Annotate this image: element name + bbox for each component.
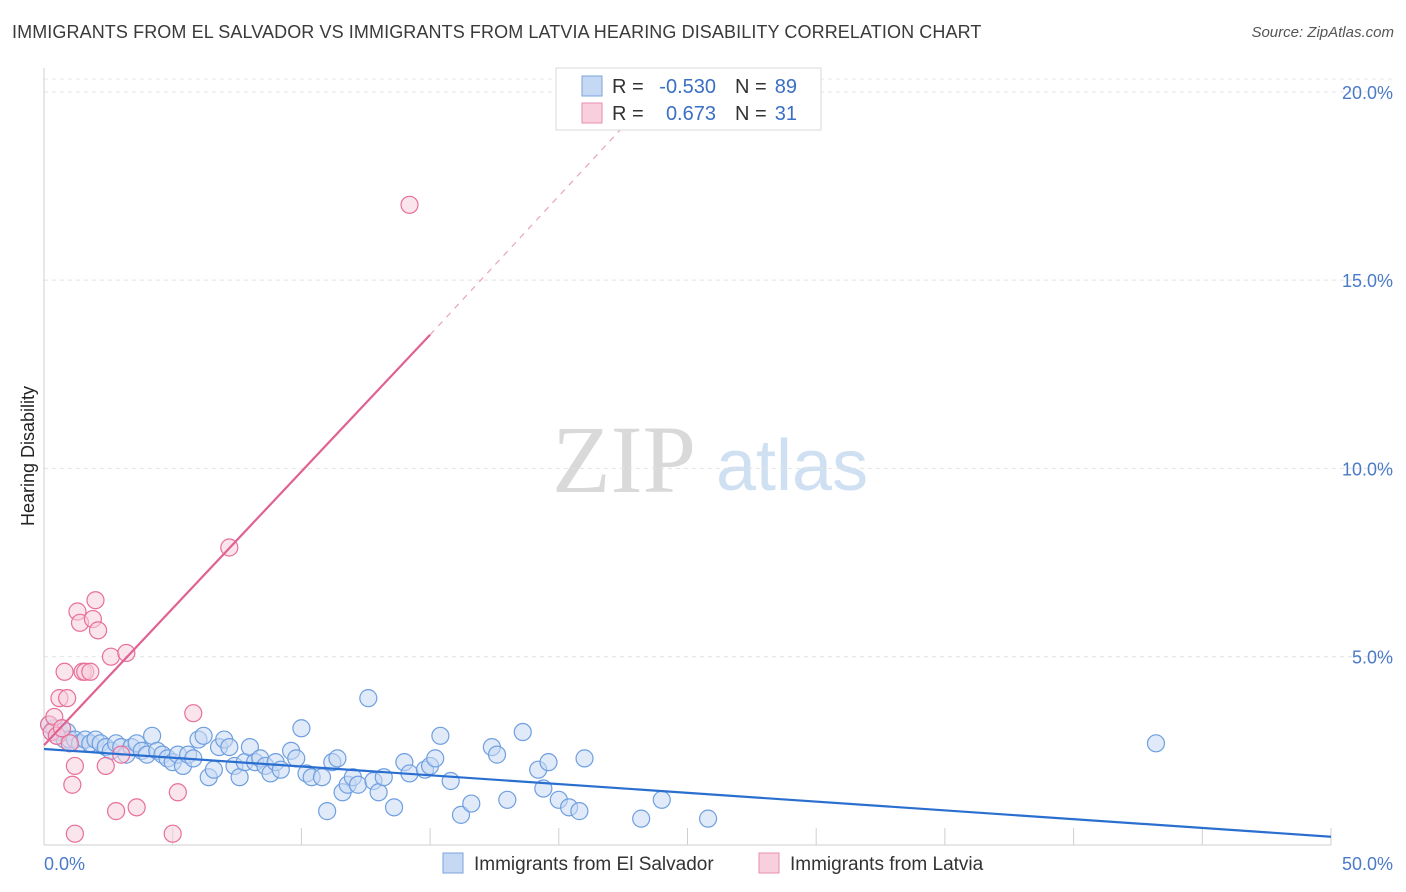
point-latvia [52,719,72,738]
point-el-salvador [632,809,651,828]
point-el-salvador [384,798,404,817]
point-el-salvador [143,726,162,745]
point-el-salvador [287,749,306,768]
point-el-salvador [292,719,311,738]
legend-swatch-pink [581,102,603,124]
watermark-zip: ZIP [552,406,696,513]
series-latvia-points [40,195,419,843]
point-el-salvador [652,790,671,809]
series-legend: Immigrants from El Salvador Immigrants f… [442,852,984,875]
point-latvia [65,756,84,776]
point-el-salvador [204,760,223,779]
series-el-salvador-points [40,689,1166,828]
legend-swatch-blue [581,75,603,97]
point-el-salvador [431,726,450,745]
point-latvia [106,802,126,821]
legend-r-value-blue: -0.530 [659,76,716,98]
bottom-legend-swatch-pink [758,852,780,874]
gridlines [44,78,1392,658]
point-el-salvador [359,689,378,708]
y-tick-label: 10.0% [1342,459,1393,479]
trend-line-el-salvador [43,747,1332,838]
point-latvia [96,756,115,776]
point-el-salvador [312,768,332,787]
point-el-salvador [369,783,388,802]
point-latvia [88,621,108,640]
legend-n-label-pink: N = [735,103,767,125]
point-el-salvador [230,768,249,787]
point-latvia [101,647,121,666]
correlation-legend: R = -0.530 N = 89 R = 0.673 N = 31 [555,67,822,131]
chart-title: IMMIGRANTS FROM EL SALVADOR VS IMMIGRANT… [12,22,982,42]
legend-r-label-pink: R = [612,103,644,125]
legend-r-value-pink: 0.673 [666,103,716,125]
point-el-salvador [462,794,481,813]
point-latvia [65,824,84,843]
point-el-salvador [570,802,589,821]
point-latvia [400,195,419,214]
trend-lines [43,129,1332,838]
point-el-salvador [498,790,517,809]
point-el-salvador [441,771,460,791]
legend-n-value-pink: 31 [775,103,797,125]
trend-line-latvia-extension [429,129,622,336]
point-el-salvador [575,749,594,768]
point-el-salvador [318,802,337,821]
point-el-salvador [539,753,558,772]
point-latvia [58,689,77,708]
point-el-salvador [194,726,213,745]
point-latvia [55,662,74,681]
bottom-legend-label-pink: Immigrants from Latvia [790,854,984,875]
legend-r-label-blue: R = [612,76,644,98]
x-tick-label-max: 50.0% [1342,854,1393,874]
point-latvia [81,662,100,681]
y-axis-label: Hearing Disability [18,386,38,526]
point-el-salvador [451,805,471,824]
source-label: Source: ZipAtlas.com [1251,24,1394,41]
point-el-salvador [426,749,445,768]
x-tick-label-min: 0.0% [44,854,85,874]
point-latvia [168,783,187,802]
tick-labels: 5.0% 10.0% 15.0% 20.0% 0.0% 50.0% [44,83,1393,874]
point-latvia [127,798,146,817]
point-el-salvador [220,737,239,757]
legend-n-label-blue: N = [735,76,767,98]
point-el-salvador [487,745,507,764]
legend-n-value-blue: 89 [775,76,797,98]
point-el-salvador [513,722,532,742]
y-tick-label: 5.0% [1352,648,1393,668]
point-el-salvador [328,749,347,768]
bottom-legend-swatch-blue [442,852,464,874]
axes [43,68,1332,846]
point-latvia [117,643,136,663]
point-el-salvador [1146,734,1166,753]
point-latvia [63,775,82,794]
point-latvia [86,591,105,610]
y-tick-label: 20.0% [1342,83,1393,103]
trend-line-latvia [43,333,431,746]
point-latvia [163,824,182,843]
point-el-salvador [698,809,718,828]
point-el-salvador [348,775,368,794]
y-tick-label: 15.0% [1342,271,1393,291]
watermark-atlas: atlas [716,426,868,506]
point-latvia [184,704,203,723]
bottom-legend-label-blue: Immigrants from El Salvador [474,854,714,875]
